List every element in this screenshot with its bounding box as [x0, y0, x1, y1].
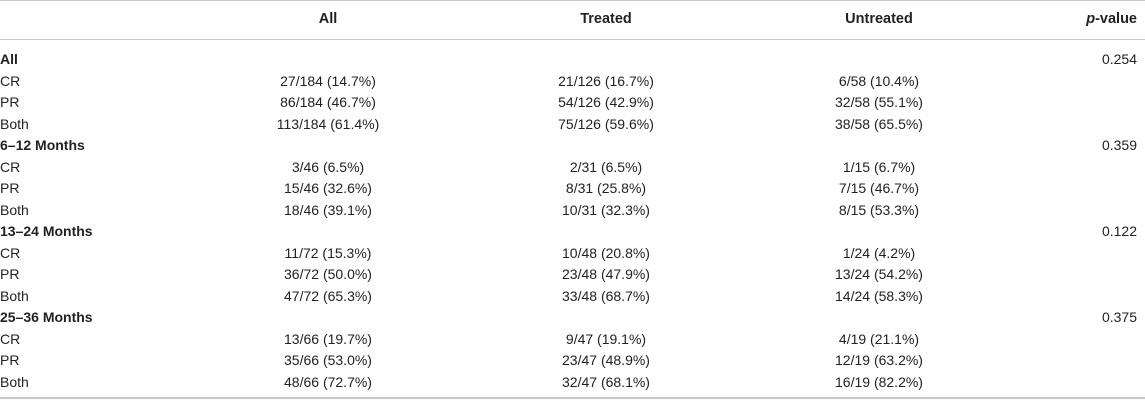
cell-untreated: 4/19 (21.1%) [838, 330, 920, 347]
table-row: Both 113/184 (61.4%) 75/126 (59.6%) 38/5… [0, 114, 1145, 136]
table-header-row: All Treated Untreated p-value [0, 0, 1145, 39]
cell-all: 27/184 (14.7%) [280, 72, 376, 89]
cell-untreated: 32/58 (55.1%) [835, 94, 923, 110]
row-label: PR [0, 94, 20, 110]
row-label: PR [0, 266, 20, 282]
row-label: Both [0, 201, 29, 218]
cell-untreated: 38/58 (65.5%) [835, 115, 923, 132]
cell-treated: 32/47 (68.1%) [562, 373, 650, 390]
cell-all: 18/46 (39.1%) [284, 201, 372, 218]
header-untreated: Untreated [845, 11, 913, 27]
cell-untreated: 1/24 (4.2%) [842, 244, 916, 261]
row-label: CR [0, 158, 21, 175]
cell-untreated: 8/15 (53.3%) [838, 201, 920, 218]
table-top-rule [0, 0, 1145, 1]
table-row: CR 13/66 (19.7%) 9/47 (19.1%) 4/19 (21.1… [0, 329, 1145, 351]
cell-treated: 75/126 (59.6%) [558, 115, 654, 132]
table-row: CR 3/46 (6.5%) 2/31 (6.5%) 1/15 (6.7%) [0, 157, 1145, 179]
group-p-value: 0.122 [1101, 223, 1137, 239]
table-bottom-rule [0, 397, 1145, 399]
cell-untreated: 7/15 (46.7%) [838, 180, 920, 196]
table-row: CR 11/72 (15.3%) 10/48 (20.8%) 1/24 (4.2… [0, 243, 1145, 265]
group-p-value: 0.375 [1101, 309, 1137, 325]
cell-all: 35/66 (53.0%) [284, 352, 372, 368]
cell-treated: 23/47 (48.9%) [562, 352, 650, 368]
table-row: Both 48/66 (72.7%) 32/47 (68.1%) 16/19 (… [0, 372, 1145, 394]
group-label: 13–24 Months [0, 223, 93, 239]
cell-treated: 33/48 (68.7%) [562, 287, 650, 304]
row-label: PR [0, 352, 20, 368]
cell-all: 113/184 (61.4%) [276, 115, 380, 132]
table-row: Both 18/46 (39.1%) 10/31 (32.3%) 8/15 (5… [0, 200, 1145, 222]
cell-all: 13/66 (19.7%) [284, 330, 372, 347]
group-label: 25–36 Months [0, 309, 93, 325]
row-label: CR [0, 72, 21, 89]
table-row: PR 36/72 (50.0%) 23/48 (47.9%) 13/24 (54… [0, 264, 1145, 286]
table-row: PR 86/184 (46.7%) 54/126 (42.9%) 32/58 (… [0, 92, 1145, 114]
cell-treated: 8/31 (25.8%) [565, 180, 647, 196]
cell-treated: 10/48 (20.8%) [562, 244, 650, 261]
row-label: CR [0, 330, 21, 347]
cell-treated: 2/31 (6.5%) [569, 158, 643, 175]
group-row: All 0.254 [0, 49, 1145, 71]
cell-untreated: 13/24 (54.2%) [835, 266, 923, 282]
group-label: 6–12 Months [0, 137, 85, 153]
cell-treated: 10/31 (32.3%) [562, 201, 650, 218]
cell-untreated: 6/58 (10.4%) [838, 72, 920, 89]
group-row: 25–36 Months 0.375 [0, 307, 1145, 329]
row-label: CR [0, 244, 21, 261]
cell-untreated: 12/19 (63.2%) [835, 352, 923, 368]
cell-all: 3/46 (6.5%) [291, 158, 365, 175]
table-row: PR 35/66 (53.0%) 23/47 (48.9%) 12/19 (63… [0, 350, 1145, 372]
cell-untreated: 16/19 (82.2%) [835, 373, 923, 390]
group-label: All [0, 51, 18, 67]
table-row: CR 27/184 (14.7%) 21/126 (16.7%) 6/58 (1… [0, 71, 1145, 93]
table-row: Both 47/72 (65.3%) 33/48 (68.7%) 14/24 (… [0, 286, 1145, 308]
cell-treated: 54/126 (42.9%) [558, 94, 654, 110]
group-p-value: 0.359 [1101, 137, 1137, 153]
row-label: PR [0, 180, 20, 196]
cell-treated: 21/126 (16.7%) [558, 72, 654, 89]
cell-all: 11/72 (15.3%) [284, 244, 372, 261]
group-row: 13–24 Months 0.122 [0, 221, 1145, 243]
group-row: 6–12 Months 0.359 [0, 135, 1145, 157]
header-p-value-italic: p [1086, 11, 1096, 27]
cell-all: 36/72 (50.0%) [284, 266, 372, 282]
header-p-value-rest: -value [1095, 11, 1137, 27]
row-label: Both [0, 287, 29, 304]
row-label: Both [0, 115, 29, 132]
cell-all: 48/66 (72.7%) [284, 373, 372, 390]
row-label: Both [0, 373, 29, 390]
cell-all: 15/46 (32.6%) [284, 180, 372, 196]
header-p-value: p-value [1086, 0, 1137, 39]
cell-treated: 9/47 (19.1%) [565, 330, 647, 347]
table-row: PR 15/46 (32.6%) 8/31 (25.8%) 7/15 (46.7… [0, 178, 1145, 200]
cell-untreated: 1/15 (6.7%) [842, 158, 916, 175]
table-body: All 0.254 CR 27/184 (14.7%) 21/126 (16.7… [0, 49, 1145, 393]
cell-untreated: 14/24 (58.3%) [835, 287, 923, 304]
group-p-value: 0.254 [1101, 51, 1137, 67]
cell-all: 86/184 (46.7%) [280, 94, 376, 110]
header-all: All [318, 11, 338, 27]
cell-treated: 23/48 (47.9%) [562, 266, 650, 282]
header-treated: Treated [580, 11, 632, 27]
cell-all: 47/72 (65.3%) [284, 287, 372, 304]
table-header-rule [0, 39, 1145, 40]
